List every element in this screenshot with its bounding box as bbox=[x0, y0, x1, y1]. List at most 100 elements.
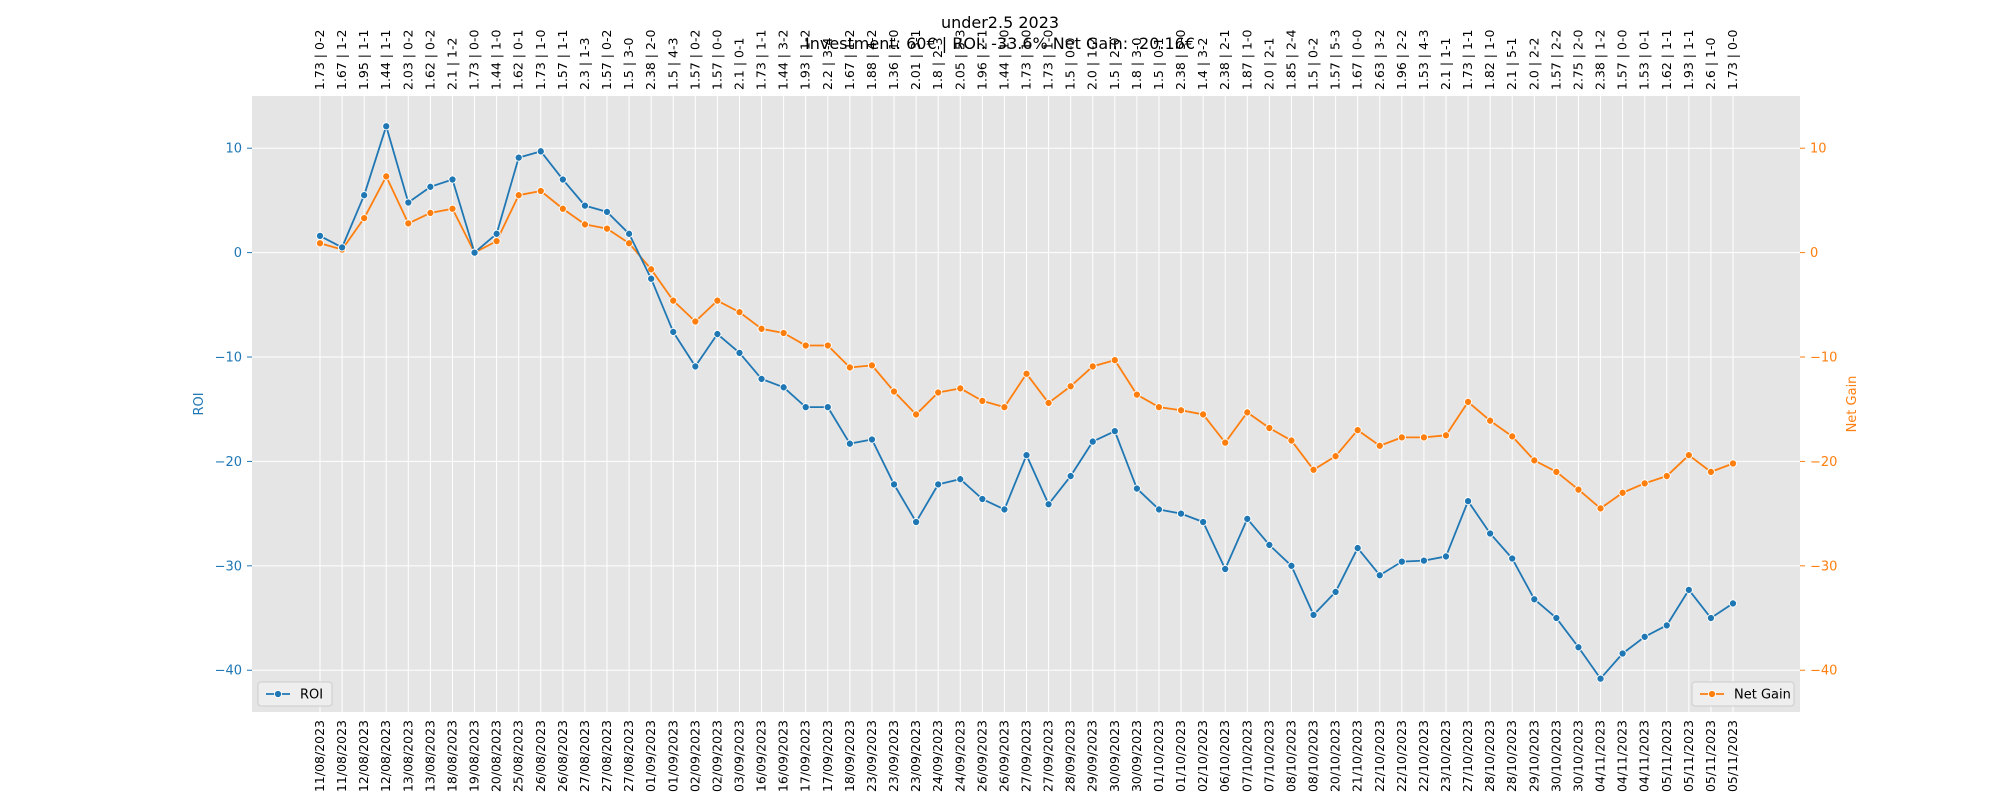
y-tick-label-right: −10 bbox=[1810, 351, 1837, 366]
roi-point bbox=[1574, 643, 1583, 652]
match-label: 1.82 | 1-0 bbox=[1482, 30, 1497, 90]
match-label: 1.87 | 1-0 bbox=[1239, 30, 1254, 90]
match-label: 2.1 | 0-1 bbox=[731, 38, 746, 90]
roi-point bbox=[1066, 471, 1075, 481]
date-label: 26/09/2023 bbox=[974, 720, 989, 792]
match-label: 2.1 | 1-1 bbox=[1438, 38, 1453, 90]
roi-point bbox=[1309, 610, 1318, 619]
net-gain-point bbox=[1419, 433, 1428, 442]
y-axis-label-net-gain: Net Gain bbox=[1845, 376, 1860, 433]
roi-point bbox=[1243, 514, 1252, 523]
match-label: 2.75 | 2-0 bbox=[1570, 30, 1585, 90]
net-gain-point bbox=[1176, 406, 1186, 415]
match-label: 2.38 | 1-2 bbox=[1593, 30, 1608, 90]
date-label: 01/10/2023 bbox=[1173, 720, 1188, 792]
match-label: 1.96 | 2-1 bbox=[974, 30, 989, 90]
match-label: 1.67 | 1-2 bbox=[842, 30, 857, 90]
match-label: 1.67 | 1-2 bbox=[334, 30, 349, 90]
y-tick-label-right: 0 bbox=[1810, 246, 1818, 261]
roi-point bbox=[934, 480, 943, 489]
net-gain-point bbox=[1066, 382, 1075, 391]
net-gain-point bbox=[1022, 369, 1031, 378]
roi-point bbox=[1464, 497, 1473, 506]
net-gain-point bbox=[757, 324, 766, 333]
date-label: 05/11/2023 bbox=[1725, 720, 1740, 792]
date-label: 17/09/2023 bbox=[798, 720, 813, 792]
roi-point bbox=[1706, 613, 1715, 623]
roi-point bbox=[647, 274, 656, 283]
net-gain-point bbox=[1265, 423, 1274, 433]
date-label: 04/11/2023 bbox=[1637, 720, 1652, 792]
legend-net-marker bbox=[1707, 689, 1717, 699]
y-tick-label-right: −40 bbox=[1810, 664, 1837, 679]
roi-point bbox=[1397, 557, 1406, 566]
match-label: 1.88 | 4-2 bbox=[864, 30, 879, 90]
match-label: 1.5 | 2-0 bbox=[1107, 37, 1122, 90]
net-gain-point bbox=[382, 172, 391, 181]
date-label: 04/11/2023 bbox=[1615, 720, 1630, 792]
roi-point bbox=[978, 494, 987, 504]
chart-title: under2.5 2023 bbox=[941, 13, 1059, 32]
date-label: 11/08/2023 bbox=[312, 720, 327, 792]
y-axis-left: 10 0 −10 −20 −30 −40 bbox=[215, 142, 252, 679]
net-gain-point bbox=[602, 224, 612, 233]
date-label: 23/09/2023 bbox=[908, 720, 923, 792]
date-label: 29/10/2023 bbox=[1526, 720, 1541, 792]
net-gain-point bbox=[1088, 362, 1097, 371]
match-label: 2.0 | 2-2 bbox=[1526, 38, 1541, 90]
date-label: 23/09/2023 bbox=[886, 720, 901, 792]
roi-point bbox=[1375, 571, 1384, 580]
net-gain-point bbox=[1508, 432, 1517, 441]
roi-point bbox=[1199, 517, 1208, 527]
date-label: 06/10/2023 bbox=[1217, 720, 1232, 792]
net-gain-point bbox=[647, 265, 656, 274]
date-label: 07/10/2023 bbox=[1239, 720, 1254, 792]
date-label: 05/11/2023 bbox=[1659, 720, 1674, 792]
date-label: 05/11/2023 bbox=[1681, 720, 1696, 792]
match-label: 1.73 | 1-1 bbox=[754, 30, 769, 90]
roi-point bbox=[1331, 587, 1340, 596]
match-label: 1.5 | 0-0 bbox=[1063, 37, 1078, 90]
net-gain-point bbox=[713, 296, 722, 305]
match-label: 2.38 | 2-1 bbox=[1217, 30, 1232, 90]
roi-point bbox=[514, 153, 523, 162]
net-gain-point bbox=[426, 208, 435, 217]
net-gain-point bbox=[867, 361, 877, 370]
roi-point bbox=[1530, 595, 1539, 604]
roi-point bbox=[1265, 540, 1274, 549]
y-tick-label-left: −20 bbox=[215, 455, 242, 470]
date-label: 11/08/2023 bbox=[334, 720, 349, 792]
y-tick-label-left: −40 bbox=[215, 664, 242, 679]
net-gain-point bbox=[1684, 451, 1693, 460]
match-label: 1.57 | 0-2 bbox=[599, 30, 614, 90]
net-gain-point bbox=[956, 384, 965, 393]
match-label: 1.44 | 3-2 bbox=[776, 30, 791, 90]
match-label: 1.53 | 4-3 bbox=[1416, 30, 1431, 90]
date-label: 20/10/2023 bbox=[1328, 720, 1343, 792]
date-label: 30/09/2023 bbox=[1107, 720, 1122, 792]
roi-point bbox=[1508, 554, 1517, 563]
net-gain-point bbox=[315, 239, 325, 248]
match-label: 1.85 | 2-4 bbox=[1283, 30, 1298, 90]
roi-point bbox=[1022, 451, 1031, 460]
y-tick-label-left: 0 bbox=[234, 246, 242, 261]
net-gain-point bbox=[1596, 504, 1605, 513]
roi-point bbox=[602, 207, 612, 216]
roi-point bbox=[669, 327, 678, 337]
date-label: 17/09/2023 bbox=[820, 720, 835, 792]
roi-point bbox=[1640, 632, 1649, 641]
roi-point bbox=[1176, 509, 1186, 518]
roi-point bbox=[1132, 484, 1141, 493]
date-label: 07/10/2023 bbox=[1261, 720, 1276, 792]
net-gain-point bbox=[1110, 356, 1119, 365]
match-label: 1.57 | 5-3 bbox=[1328, 30, 1343, 90]
net-gain-point bbox=[934, 388, 943, 397]
date-label: 01/09/2023 bbox=[643, 720, 658, 792]
match-labels-top: 1.73 | 0-2 1.67 | 1-2 1.95 | 1-1 1.44 | 1-1… bbox=[312, 30, 1740, 90]
series-net-gain bbox=[315, 172, 1738, 513]
date-label: 27/08/2023 bbox=[621, 720, 636, 792]
net-gain-point bbox=[912, 410, 921, 419]
roi-point bbox=[1154, 505, 1164, 514]
date-label: 21/10/2023 bbox=[1350, 720, 1365, 792]
date-label: 02/09/2023 bbox=[709, 720, 724, 792]
